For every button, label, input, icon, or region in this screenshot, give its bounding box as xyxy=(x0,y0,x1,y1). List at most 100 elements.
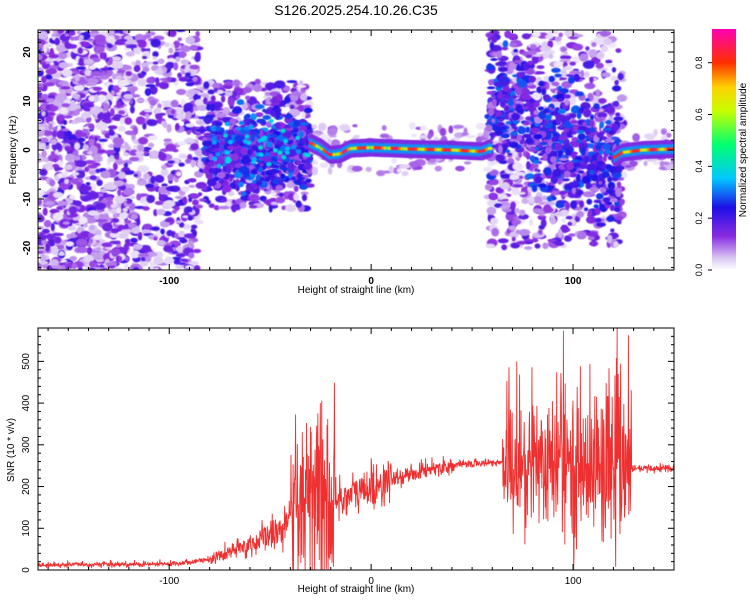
spectrogram-cell xyxy=(563,120,572,130)
spectrogram-cell xyxy=(592,77,597,81)
spectrogram-cell xyxy=(544,107,550,112)
spectrogram-cell xyxy=(44,82,56,87)
spectrogram-cell xyxy=(76,238,88,247)
spectrogram-cell xyxy=(595,89,601,98)
spectrogram-cell xyxy=(376,170,386,177)
spectrogram-cell xyxy=(132,243,143,250)
spectrogram-cell xyxy=(94,45,105,54)
spectrogram-cell xyxy=(522,133,531,139)
spectrogram-cell xyxy=(250,134,256,142)
spectrogram-cell xyxy=(560,227,571,233)
spectrogram-cell xyxy=(120,229,132,234)
spectrogram-cell xyxy=(176,141,188,146)
spectrogram-cell xyxy=(175,30,186,33)
spectrogram-cell xyxy=(545,146,552,155)
spectrogram-cell xyxy=(605,105,615,114)
spectrogram-cell xyxy=(554,73,562,78)
spectrogram-cell xyxy=(110,56,122,62)
spectrogram-cell xyxy=(526,67,535,75)
spectrogram-cell xyxy=(541,195,548,201)
spectrogram-cell xyxy=(73,117,86,123)
spectrogram-cell xyxy=(62,80,69,88)
spectrogram-cell xyxy=(506,157,515,165)
snr-y-tick-label: 100 xyxy=(21,519,32,536)
spectrogram-cell xyxy=(596,222,606,228)
spectrogram-cell xyxy=(284,150,290,155)
spectrogram-cell xyxy=(130,237,138,243)
spectrogram-cell xyxy=(66,44,78,49)
spectrogram-cell xyxy=(589,114,595,121)
spectrogram-x-tick-label: 0 xyxy=(368,276,374,287)
spectrogram-cell xyxy=(154,200,164,206)
spectrogram-cell xyxy=(153,267,159,270)
spectrogram-cell xyxy=(524,246,533,250)
spectrogram-cell xyxy=(264,176,271,182)
spectrogram-cell xyxy=(497,193,508,200)
spectrogram-cell xyxy=(187,178,197,183)
spectrogram-cell xyxy=(119,117,125,126)
spectrogram-cell xyxy=(211,140,217,145)
spectrogram-cell xyxy=(126,39,138,44)
spectrogram-cell xyxy=(152,56,157,60)
spectrogram-cell xyxy=(491,227,500,237)
spectrogram-cell xyxy=(203,81,210,89)
spectrogram-cell xyxy=(286,80,298,84)
spectrogram-cell xyxy=(486,64,495,71)
spectrogram-cell xyxy=(137,144,145,152)
spectrogram-cell xyxy=(483,166,493,172)
spectrogram-cell xyxy=(288,108,301,117)
spectrogram-cell xyxy=(487,143,493,149)
spectrogram-cell xyxy=(483,130,490,139)
spectrogram-cell xyxy=(560,68,568,78)
spectrogram-cell xyxy=(107,125,118,130)
spectrogram-cell xyxy=(498,90,503,100)
spectrogram-cell xyxy=(136,193,142,201)
spectrogram-cell xyxy=(501,244,508,251)
spectrogram-cell xyxy=(589,186,600,193)
spectrogram-cell xyxy=(595,117,604,123)
spectrogram-cell xyxy=(101,242,112,248)
spectrogram-cell xyxy=(614,79,619,86)
spectrogram-cell xyxy=(564,201,570,210)
spectrogram-cell xyxy=(117,171,126,180)
spectrogram-cell xyxy=(208,203,215,208)
spectrogram-cell xyxy=(130,105,135,114)
spectrogram-cell xyxy=(211,83,220,89)
spectrogram-cell xyxy=(298,105,305,112)
spectrogram-heatmap xyxy=(38,30,674,270)
spectrogram-cell xyxy=(86,117,92,123)
spectrogram-cell xyxy=(227,140,233,145)
spectrogram-cell xyxy=(596,161,605,165)
spectrogram-cell xyxy=(38,234,47,241)
spectrogram-cell xyxy=(528,98,536,104)
spectrogram-cell xyxy=(577,125,587,132)
spectrogram-cell xyxy=(124,238,131,245)
spectrogram-cell xyxy=(265,82,277,91)
spectrogram-cell xyxy=(243,86,252,94)
spectrogram-cell xyxy=(146,77,156,84)
spectrogram-cell xyxy=(165,143,177,152)
spectrogram-cell xyxy=(118,110,125,115)
spectrogram-cell xyxy=(258,166,263,173)
spectrogram-cell xyxy=(659,160,665,168)
spectrogram-cell xyxy=(44,73,53,81)
spectrogram-cell xyxy=(615,112,621,117)
spectrogram-cell xyxy=(202,140,213,147)
spectrogram-cell xyxy=(551,81,560,87)
spectrogram-cell xyxy=(533,208,541,214)
spectrogram-cell xyxy=(220,95,226,103)
spectrogram-cell xyxy=(517,80,528,88)
spectrogram-cell xyxy=(136,218,141,226)
spectrogram-cell xyxy=(48,94,55,100)
spectrogram-cell xyxy=(201,93,210,99)
spectrogram-cell xyxy=(213,102,221,111)
spectrogram-cell xyxy=(582,175,591,184)
spectrogram-cell xyxy=(616,94,628,102)
spectrogram-cell xyxy=(275,184,284,191)
spectrogram-cell xyxy=(487,107,495,117)
spectrogram-cell xyxy=(254,104,265,109)
spectrogram-cell xyxy=(617,72,624,81)
spectrogram-cell xyxy=(581,147,586,157)
spectrogram-cell xyxy=(224,158,230,164)
spectrogram-cell xyxy=(149,150,159,159)
